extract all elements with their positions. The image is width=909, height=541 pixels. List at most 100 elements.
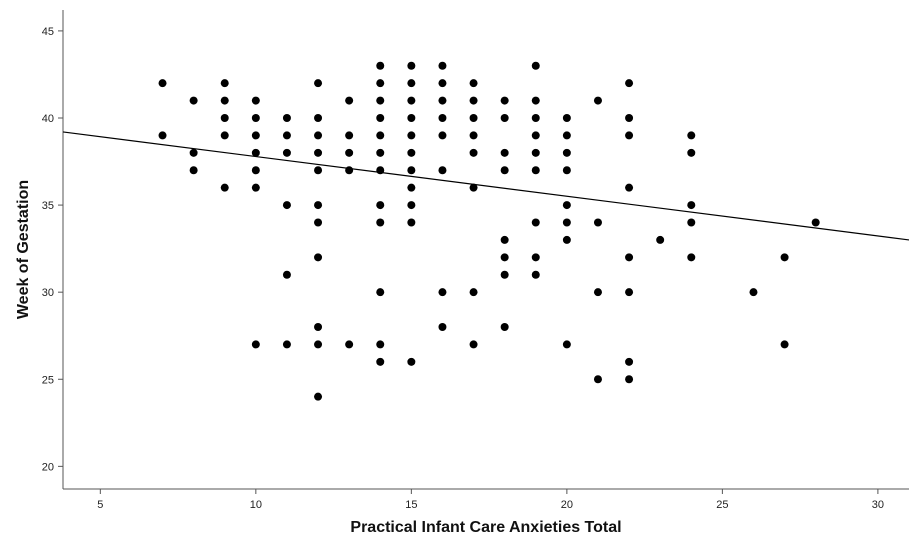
y-tick-label: 30: [42, 287, 54, 299]
data-point: [438, 96, 447, 105]
data-point: [282, 148, 291, 157]
data-point: [220, 113, 229, 122]
data-point: [593, 218, 602, 227]
data-point: [407, 131, 416, 140]
data-point: [314, 218, 323, 227]
data-point: [562, 201, 571, 210]
data-point: [500, 235, 509, 244]
data-point: [469, 340, 478, 349]
data-point: [438, 323, 447, 332]
data-point: [438, 166, 447, 175]
y-axis-ticks: 20 25 30 35 40 45: [42, 26, 63, 473]
data-point: [282, 131, 291, 140]
data-point: [407, 183, 416, 192]
data-point: [780, 253, 789, 262]
data-point: [189, 96, 198, 105]
data-point: [500, 96, 509, 105]
data-point: [376, 201, 385, 210]
y-tick-label: 35: [42, 200, 54, 212]
data-point: [220, 183, 229, 192]
x-tick-label: 20: [561, 499, 573, 511]
data-point: [531, 270, 540, 279]
data-point: [251, 148, 260, 157]
x-tick-label: 10: [250, 499, 262, 511]
data-point: [407, 148, 416, 157]
data-point: [500, 253, 509, 262]
data-point: [562, 148, 571, 157]
data-point: [531, 148, 540, 157]
data-point: [469, 113, 478, 122]
data-point: [407, 96, 416, 105]
x-tick-label: 30: [872, 499, 884, 511]
y-tick-label: 25: [42, 374, 54, 386]
data-point: [531, 61, 540, 70]
y-tick-label: 20: [42, 461, 54, 473]
data-point: [251, 113, 260, 122]
data-point: [376, 340, 385, 349]
data-point: [562, 218, 571, 227]
data-point: [376, 218, 385, 227]
data-point: [438, 113, 447, 122]
data-point: [469, 131, 478, 140]
data-point: [220, 96, 229, 105]
data-point: [345, 131, 354, 140]
data-point: [314, 392, 323, 401]
data-point: [251, 340, 260, 349]
data-point: [314, 253, 323, 262]
data-point: [562, 235, 571, 244]
data-point: [811, 218, 820, 227]
data-point: [251, 96, 260, 105]
data-point: [687, 148, 696, 157]
data-point: [407, 357, 416, 366]
data-point: [531, 113, 540, 122]
data-point: [687, 218, 696, 227]
x-axis-title: Practical Infant Care Anxieties Total: [350, 519, 621, 536]
data-point: [282, 340, 291, 349]
data-point: [376, 357, 385, 366]
data-point: [282, 201, 291, 210]
x-tick-label: 25: [716, 499, 728, 511]
data-point: [407, 113, 416, 122]
data-point: [562, 131, 571, 140]
data-point: [500, 323, 509, 332]
data-point: [625, 131, 634, 140]
data-point: [500, 148, 509, 157]
data-point: [438, 288, 447, 297]
data-point: [531, 96, 540, 105]
data-point: [376, 79, 385, 88]
data-point: [251, 166, 260, 175]
data-point: [158, 79, 167, 88]
y-tick-label: 45: [42, 26, 54, 38]
data-point: [438, 131, 447, 140]
data-point: [345, 166, 354, 175]
data-point: [625, 79, 634, 88]
data-point: [562, 340, 571, 349]
data-point: [531, 253, 540, 262]
data-point: [376, 61, 385, 70]
data-point: [469, 288, 478, 297]
data-point: [625, 288, 634, 297]
data-point: [220, 79, 229, 88]
data-point: [251, 183, 260, 192]
y-axis-title: Week of Gestation: [15, 180, 32, 319]
data-point: [625, 113, 634, 122]
data-point: [407, 201, 416, 210]
scatter-points: [158, 61, 820, 401]
data-point: [687, 253, 696, 262]
y-tick-label: 40: [42, 113, 54, 125]
data-point: [780, 340, 789, 349]
data-point: [687, 201, 696, 210]
data-point: [656, 235, 665, 244]
data-point: [345, 96, 354, 105]
data-point: [407, 166, 416, 175]
data-point: [345, 148, 354, 157]
data-point: [407, 218, 416, 227]
data-point: [314, 113, 323, 122]
data-point: [531, 131, 540, 140]
data-point: [220, 131, 229, 140]
data-point: [407, 79, 416, 88]
data-point: [438, 79, 447, 88]
data-point: [376, 148, 385, 157]
data-point: [531, 218, 540, 227]
